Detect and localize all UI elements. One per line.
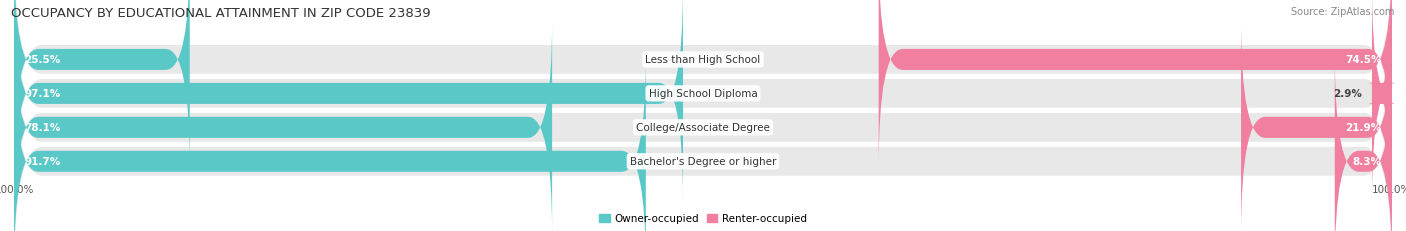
Legend: Owner-occupied, Renter-occupied: Owner-occupied, Renter-occupied <box>595 210 811 228</box>
FancyBboxPatch shape <box>1368 0 1396 202</box>
FancyBboxPatch shape <box>1334 54 1392 231</box>
Text: 2.9%: 2.9% <box>1333 89 1361 99</box>
Text: 78.1%: 78.1% <box>24 123 60 133</box>
Text: 74.5%: 74.5% <box>1346 55 1382 65</box>
Text: College/Associate Degree: College/Associate Degree <box>636 123 770 133</box>
Text: OCCUPANCY BY EDUCATIONAL ATTAINMENT IN ZIP CODE 23839: OCCUPANCY BY EDUCATIONAL ATTAINMENT IN Z… <box>11 7 430 20</box>
Text: High School Diploma: High School Diploma <box>648 89 758 99</box>
Text: Source: ZipAtlas.com: Source: ZipAtlas.com <box>1291 7 1395 17</box>
FancyBboxPatch shape <box>879 0 1392 168</box>
Text: 25.5%: 25.5% <box>24 55 60 65</box>
FancyBboxPatch shape <box>14 54 645 231</box>
FancyBboxPatch shape <box>14 0 1392 181</box>
FancyBboxPatch shape <box>14 0 190 168</box>
Text: 8.3%: 8.3% <box>1353 157 1382 167</box>
FancyBboxPatch shape <box>14 20 553 231</box>
Text: 97.1%: 97.1% <box>24 89 60 99</box>
FancyBboxPatch shape <box>14 41 1392 231</box>
FancyBboxPatch shape <box>14 0 683 202</box>
FancyBboxPatch shape <box>14 7 1392 231</box>
Text: 91.7%: 91.7% <box>24 157 60 167</box>
Text: Less than High School: Less than High School <box>645 55 761 65</box>
FancyBboxPatch shape <box>1241 20 1392 231</box>
Text: Bachelor's Degree or higher: Bachelor's Degree or higher <box>630 157 776 167</box>
FancyBboxPatch shape <box>14 0 1392 215</box>
Text: 21.9%: 21.9% <box>1346 123 1382 133</box>
